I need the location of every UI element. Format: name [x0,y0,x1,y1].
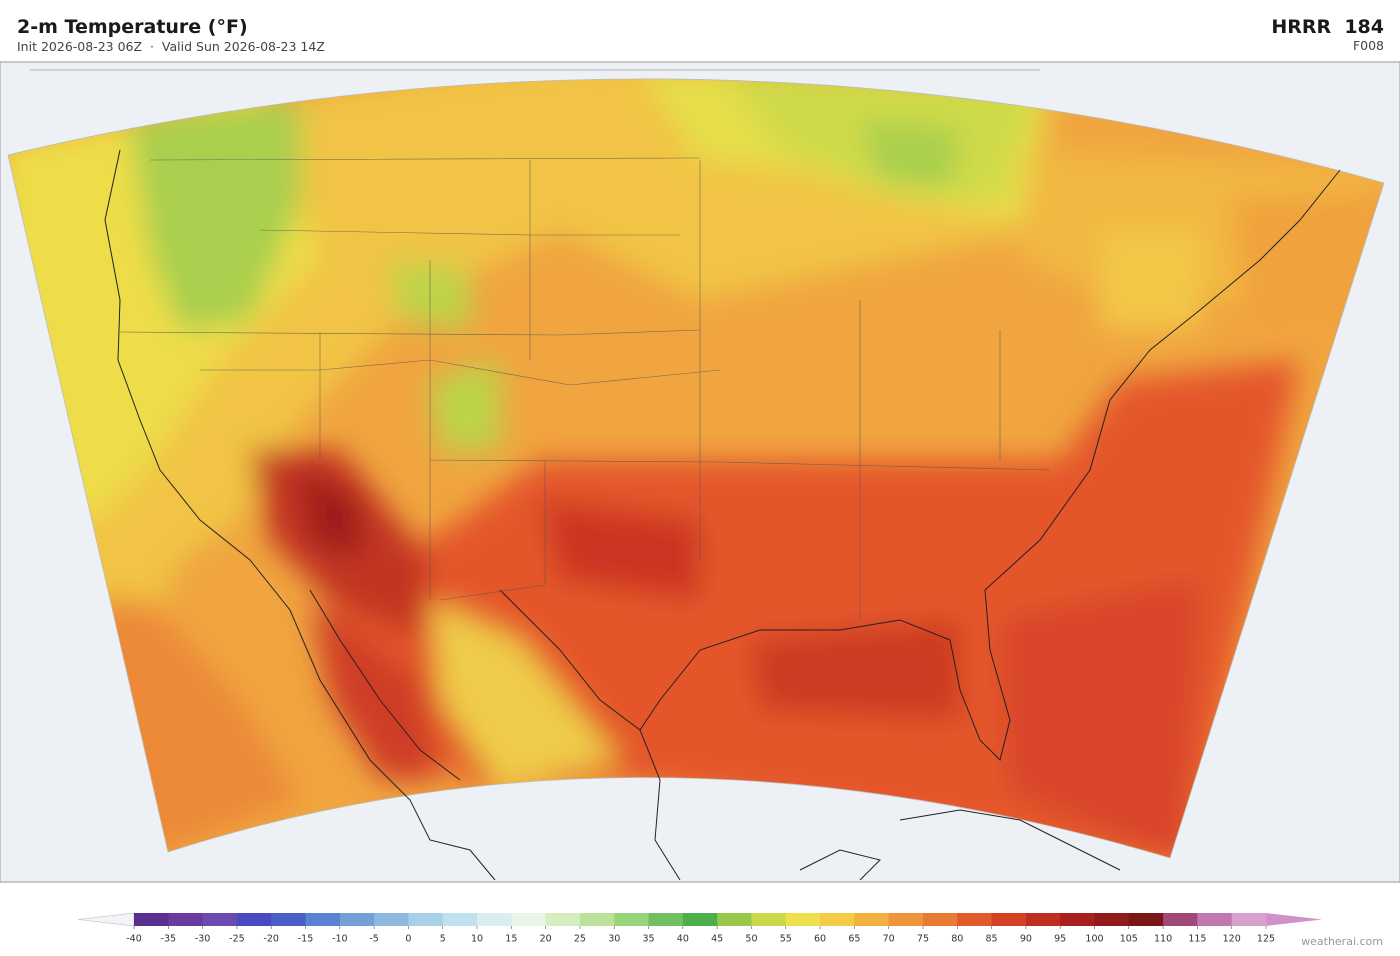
colorbar-segment [820,913,855,926]
state-borders [30,69,1051,620]
colorbar-segment [339,913,375,926]
colorbar-segment [1060,913,1095,926]
colorbar-tick-label: -5 [369,934,378,945]
colorbar-tick-label: 85 [986,934,998,945]
colorbar-segment [374,913,409,926]
colorbar-segment [1231,913,1267,926]
colorbar-segment [648,913,684,926]
colorbar-tick-label: 40 [677,934,689,945]
colorbar-tick-label: 20 [540,934,552,945]
colorbar-segment [236,913,272,926]
colorbar-tick-label: 65 [848,934,860,945]
forecast-hour: F008 [1352,38,1384,53]
colorbar-tick-label: 80 [951,934,963,945]
colorbar-tick-label: 115 [1188,934,1206,945]
colorbar-segment [854,913,890,926]
colorbar-segment [717,913,752,926]
colorbar-segment [888,913,924,926]
coastlines [104,149,1341,881]
colorbar-segment [785,913,821,926]
colorbar-tick-label: 105 [1120,934,1138,945]
colorbar-segment [614,913,650,926]
colorbar-segment [168,913,204,926]
colorbar-tick-label: 125 [1257,934,1275,945]
colorbar-tick-label: 50 [745,934,757,945]
colorbar-tick-label: 15 [505,934,517,945]
colorbar-segment [1025,913,1061,926]
colorbar-segment [545,913,581,926]
colorbar-segment [442,913,478,926]
colorbar-tick-label: 30 [608,934,620,945]
colorbar-tick-label: -30 [195,934,211,945]
colorbar-segment [682,913,718,926]
colorbar-segment [922,913,958,926]
colorbar-tick-label: 90 [1020,934,1032,945]
model-name: HRRR 184 [1271,16,1384,38]
colorbar-tick-label: 55 [780,934,792,945]
colorbar-segment [408,913,444,926]
colorbar-tick-label: 10 [471,934,483,945]
colorbar-segment [134,913,169,926]
credit: weatherai.com [1301,935,1383,948]
colorbar-tick-label: 70 [883,934,895,945]
colorbar-segment [305,913,341,926]
colorbar-tick-label: 35 [642,934,654,945]
colorbar-tick-label: 45 [711,934,723,945]
colorbar-under [77,912,135,927]
colorbar-segment [477,913,512,926]
colorbar-tick-label: 75 [917,934,929,945]
map-title: 2-m Temperature (°F) [17,16,248,38]
colorbar-segment [511,913,547,926]
colorbar-tick-label: 60 [814,934,826,945]
colorbar-segment [1197,913,1233,926]
colorbar-segment [957,913,993,926]
colorbar-tick-label: 120 [1223,934,1241,945]
colorbar-tick-label: 0 [405,934,411,945]
colorbar-tick-label: 5 [440,934,446,945]
colorbar-tick-label: 100 [1085,934,1103,945]
colorbar-tick-label: -15 [298,934,314,945]
domain-outline [7,78,1385,859]
colorbar-tick-label: 110 [1154,934,1172,945]
colorbar-tick-label: 25 [574,934,586,945]
colorbar-over [1266,913,1322,926]
colorbar-segment [579,913,615,926]
map-subtitle: Init 2026-08-23 06Z · Valid Sun 2026-08-… [17,39,325,54]
colorbar-tick-label: -40 [126,934,142,945]
colorbar-tick-label: -10 [332,934,348,945]
colorbar-segment [271,913,307,926]
colorbar-segment [991,913,1027,926]
colorbar-segment [1128,913,1164,926]
colorbar-segment [1094,913,1130,926]
colorbar-tick-label: 95 [1054,934,1066,945]
colorbar: -40 -35 -30 -25 -20 -15 -10 -5 0 5 10 15 20 25 30 35 40 4… [77,912,1322,945]
colorbar-segment [202,913,238,926]
colorbar-segment [751,913,787,926]
colorbar-segment [1163,913,1198,926]
colorbar-tick-label: -20 [263,934,279,945]
colorbar-tick-label: -25 [229,934,245,945]
colorbar-tick-label: -35 [161,934,177,945]
